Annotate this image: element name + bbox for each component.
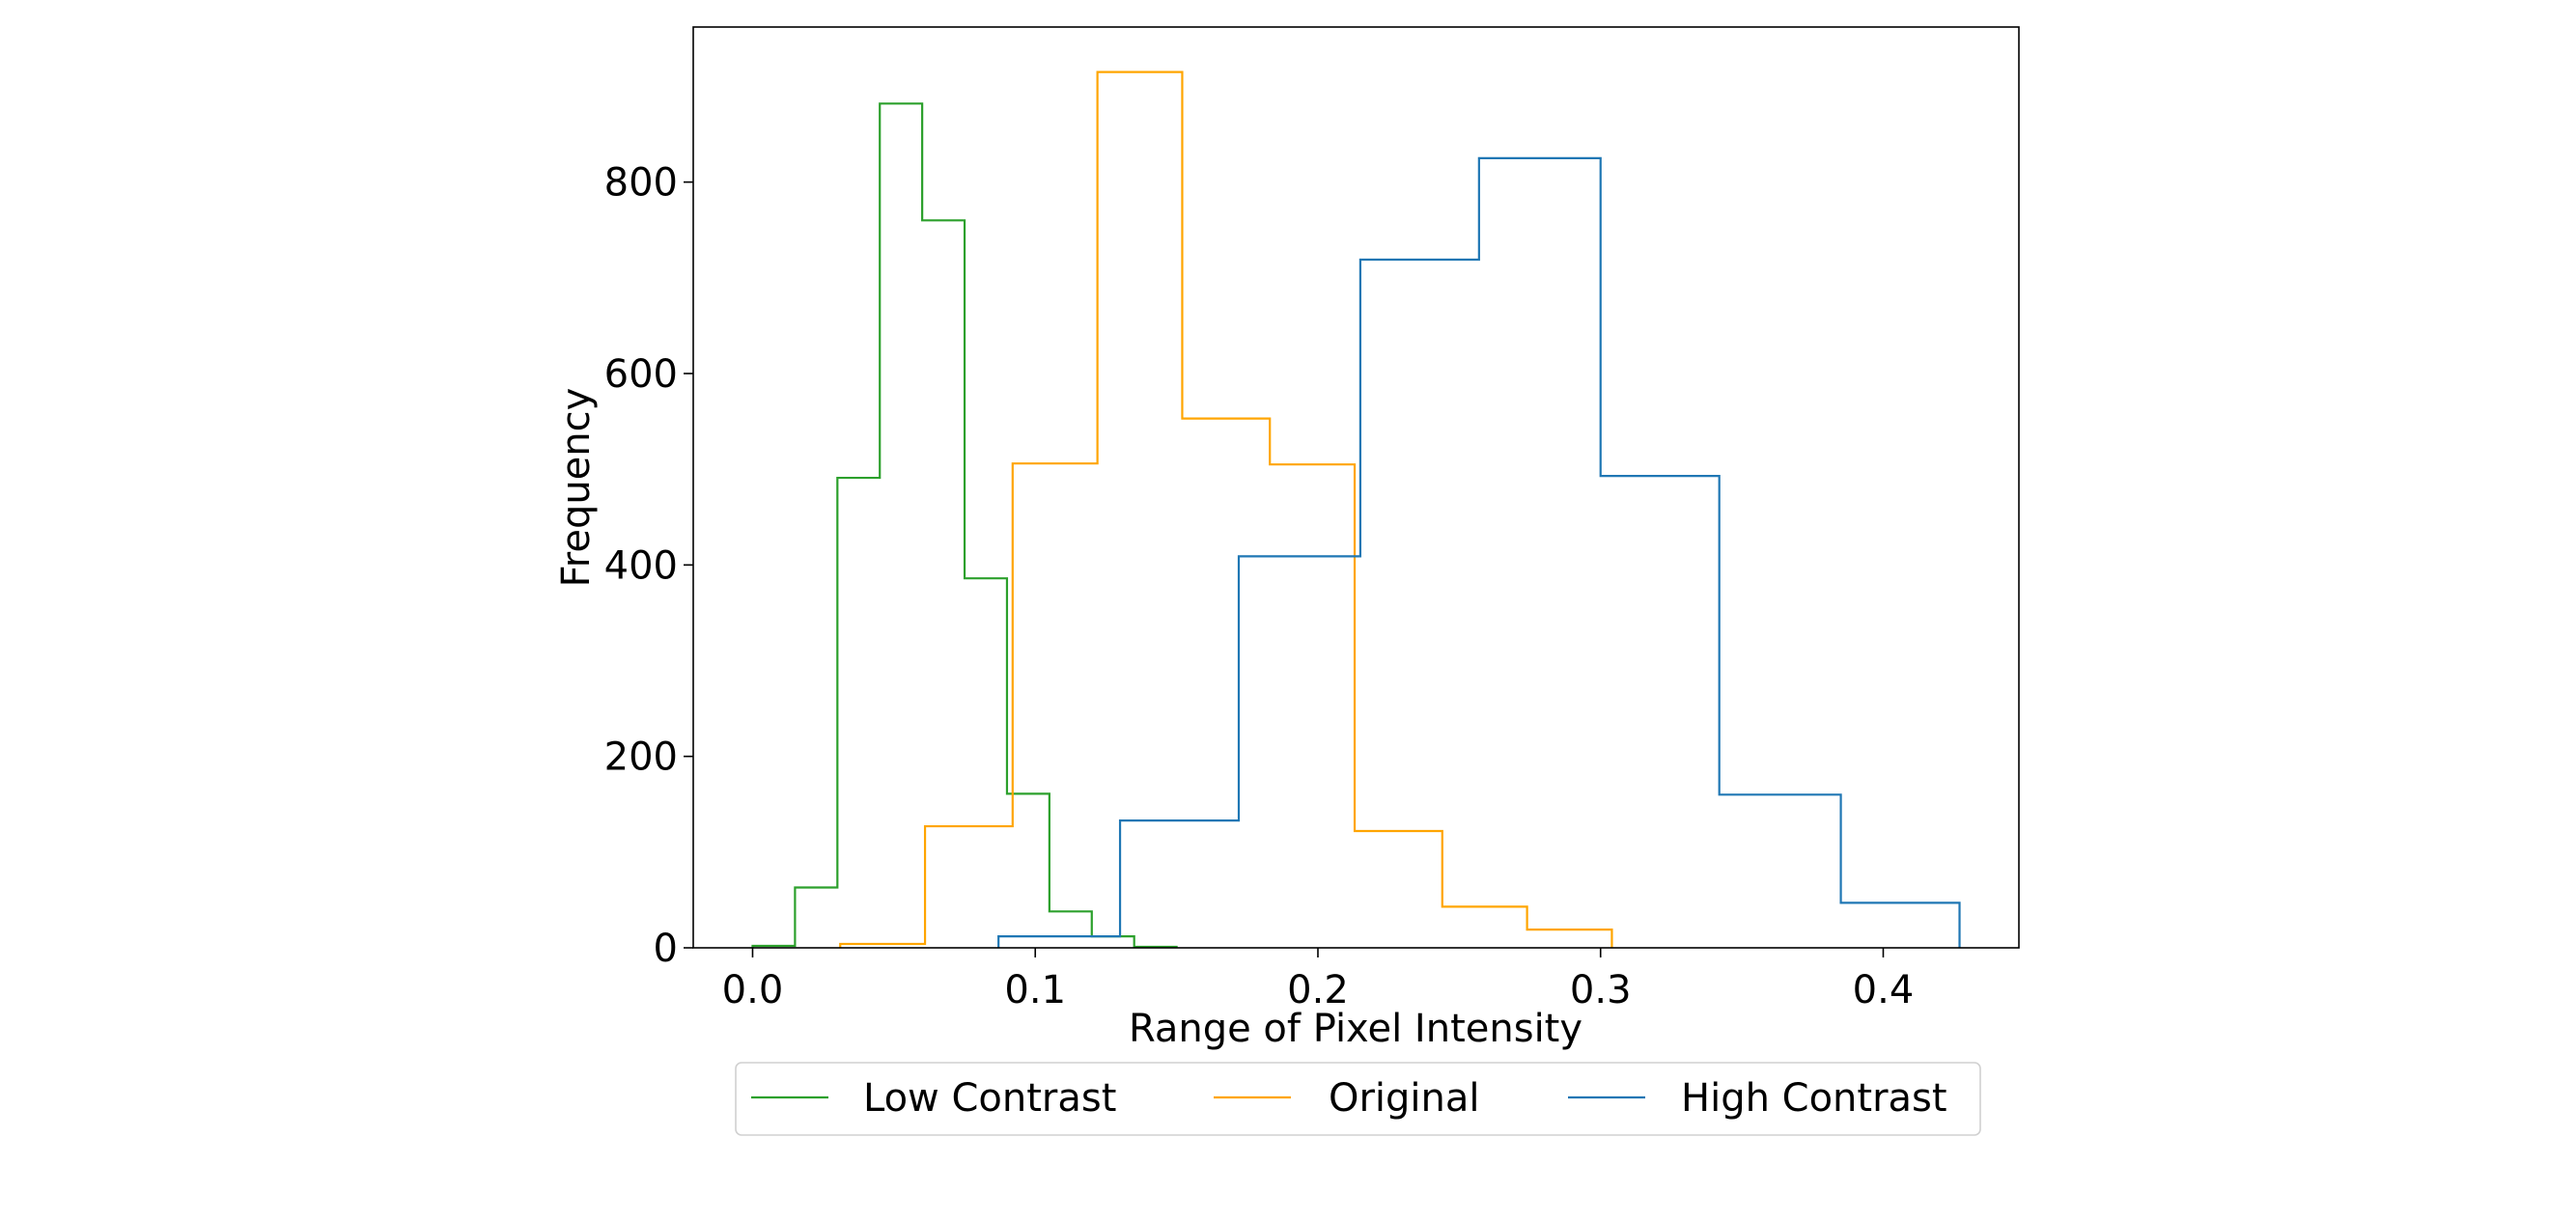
legend-items: Low Contrast Original High Contrast — [751, 1076, 1947, 1121]
series-high-contrast-histogram — [997, 156, 1961, 948]
x-tick-label: 0.4 — [1853, 968, 1915, 1012]
legend-label-low-contrast: Low Contrast — [863, 1076, 1116, 1121]
axes-frame — [692, 26, 2020, 949]
x-axis-ticks: 0.0 0.1 0.2 0.3 0.4 — [722, 948, 1915, 1012]
x-tick-label: 0.0 — [722, 968, 784, 1012]
legend: Low Contrast Original High Contrast — [735, 1062, 1981, 1136]
x-axis-label: Range of Pixel Intensity — [1129, 1007, 1582, 1051]
legend-label-original: Original — [1329, 1076, 1480, 1121]
x-tick-label: 0.1 — [1004, 968, 1066, 1012]
y-tick-label: 600 — [604, 352, 678, 397]
legend-frame — [735, 1062, 1981, 1136]
series-low-contrast-histogram — [751, 102, 1178, 949]
legend-label-high-contrast: High Contrast — [1681, 1076, 1947, 1121]
y-tick-label: 800 — [604, 161, 678, 206]
y-axis-ticks: 0 200 400 600 800 — [604, 161, 693, 971]
x-tick-label: 0.2 — [1287, 968, 1349, 1012]
y-axis-label: Frequency — [554, 388, 599, 588]
series-layer — [751, 70, 1961, 949]
y-tick-label: 400 — [604, 543, 678, 588]
y-tick-label: 0 — [654, 927, 678, 971]
x-tick-label: 0.3 — [1570, 968, 1632, 1012]
y-tick-label: 200 — [604, 735, 678, 780]
series-original-histogram — [839, 70, 1613, 948]
